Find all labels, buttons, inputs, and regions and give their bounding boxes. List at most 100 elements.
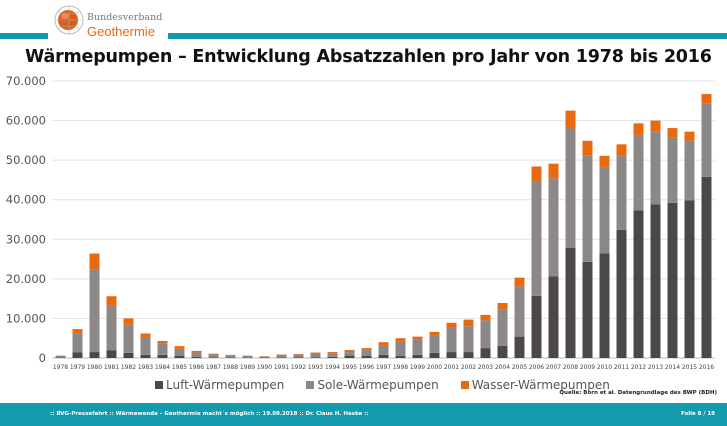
x-tick-label: 1998 [393, 364, 408, 371]
bar-sole-2010 [599, 166, 610, 254]
bar-luft-1993 [310, 357, 321, 358]
bar-sole-2016 [701, 103, 712, 177]
bar-luft-2005 [514, 336, 525, 358]
bar-luft-1979 [72, 352, 83, 358]
footer-bar: :: BVG-Pressefahrt :: Wärmewende – Geoth… [0, 403, 727, 426]
bar-sole-2001 [446, 327, 457, 353]
bar-luft-1992 [293, 357, 304, 358]
y-tick-label: 40.000 [6, 193, 46, 207]
x-tick-label: 2012 [631, 364, 646, 371]
bar-sole-1996 [361, 350, 372, 357]
x-tick-label: 2001 [444, 364, 459, 371]
x-tick-label: 1984 [155, 364, 170, 371]
logo: Bundesverband Geothermie [54, 2, 204, 46]
x-tick-label: 1985 [172, 364, 187, 371]
x-tick-label: 1987 [206, 364, 221, 371]
x-tick-label: 2015 [682, 364, 697, 371]
bar-luft-2004 [497, 345, 508, 358]
x-tick-label: 2003 [478, 364, 493, 371]
x-tick-label: 1992 [291, 364, 306, 371]
bar-sole-1992 [293, 354, 304, 358]
bar-wasser-2012 [633, 123, 644, 135]
x-tick-label: 1978 [53, 364, 68, 371]
legend-swatch [460, 381, 469, 389]
bar-sole-1997 [378, 345, 389, 355]
logo-text-line2: Geothermie [87, 24, 155, 39]
bar-sole-2012 [633, 134, 644, 211]
legend-label: Wasser-Wärmepumpen [471, 378, 610, 392]
slide-number: Folie 8 / 19 [680, 411, 715, 417]
bar-wasser-1984 [157, 340, 168, 344]
legend-label: Luft-Wärmepumpen [166, 378, 285, 392]
bar-sole-1986 [191, 352, 202, 357]
bar-wasser-2015 [684, 131, 695, 141]
bar-luft-1994 [327, 356, 338, 358]
globe-icon [54, 5, 84, 35]
y-tick-label: 20.000 [6, 272, 46, 286]
bar-sole-1987 [208, 354, 219, 358]
bar-luft-1997 [378, 354, 389, 358]
bar-sole-1998 [395, 341, 406, 357]
bar-sole-2011 [616, 155, 627, 230]
bar-luft-1999 [412, 354, 423, 358]
bar-luft-1984 [157, 354, 168, 358]
y-tick-label: 60.000 [6, 114, 46, 128]
bar-luft-1986 [191, 356, 202, 358]
bar-sole-2002 [463, 326, 474, 353]
bar-wasser-1998 [395, 338, 406, 342]
bar-wasser-2001 [446, 322, 457, 328]
bar-sole-2005 [514, 286, 525, 337]
bar-sole-2000 [429, 335, 440, 353]
x-tick-label: 1997 [376, 364, 391, 371]
legend-item-luft: Luft-Wärmepumpen [155, 378, 284, 392]
footer-text: :: BVG-Pressefahrt :: Wärmewende – Geoth… [50, 411, 369, 417]
bar-wasser-1997 [378, 342, 389, 346]
bar-wasser-2003 [480, 314, 491, 321]
bar-sole-2013 [650, 131, 661, 205]
bar-sole-2006 [531, 181, 542, 296]
bar-wasser-1985 [174, 346, 185, 349]
bar-wasser-1981 [106, 296, 117, 306]
bar-sole-2015 [684, 140, 695, 201]
bar-sole-1990 [259, 356, 270, 358]
bar-wasser-1996 [361, 348, 372, 351]
bar-luft-2011 [616, 229, 627, 358]
x-tick-label: 1996 [359, 364, 374, 371]
bar-wasser-1987 [208, 353, 219, 355]
bar-sole-2014 [667, 137, 678, 203]
x-tick-label: 1982 [121, 364, 136, 371]
bar-luft-1981 [106, 350, 117, 358]
bar-sole-2007 [548, 178, 559, 277]
bar-wasser-2010 [599, 155, 610, 167]
bar-luft-2016 [701, 176, 712, 358]
legend-item-sole: Sole-Wärmepumpen [306, 378, 439, 392]
bar-sole-1984 [157, 343, 168, 355]
bar-luft-2012 [633, 210, 644, 358]
bar-luft-2008 [565, 247, 576, 358]
bar-luft-1985 [174, 356, 185, 358]
bar-sole-1989 [242, 356, 253, 358]
bar-wasser-2014 [667, 128, 678, 138]
x-tick-label: 1994 [325, 364, 340, 371]
bar-sole-1985 [174, 348, 185, 357]
x-tick-label: 1981 [104, 364, 119, 371]
bar-wasser-1980 [89, 253, 100, 270]
bar-sole-1983 [140, 337, 151, 355]
bar-wasser-2009 [582, 140, 593, 156]
x-tick-label: 1989 [240, 364, 255, 371]
legend-swatch [155, 381, 163, 389]
x-tick-label: 2016 [699, 364, 714, 371]
x-tick-label: 1991 [274, 364, 289, 371]
bar-luft-2013 [650, 204, 661, 358]
bar-sole-2008 [565, 128, 576, 248]
x-tick-label: 2011 [614, 364, 629, 371]
page-title: Wärmepumpen – Entwicklung Absatzzahlen p… [25, 47, 712, 67]
bar-wasser-1986 [191, 350, 202, 353]
bar-sole-2009 [582, 155, 593, 262]
x-tick-label: 2010 [597, 364, 612, 371]
x-tick-label: 1986 [189, 364, 204, 371]
bar-wasser-1979 [72, 329, 83, 334]
bar-wasser-2000 [429, 331, 440, 336]
x-tick-label: 2014 [665, 364, 680, 371]
bar-luft-2014 [667, 202, 678, 358]
